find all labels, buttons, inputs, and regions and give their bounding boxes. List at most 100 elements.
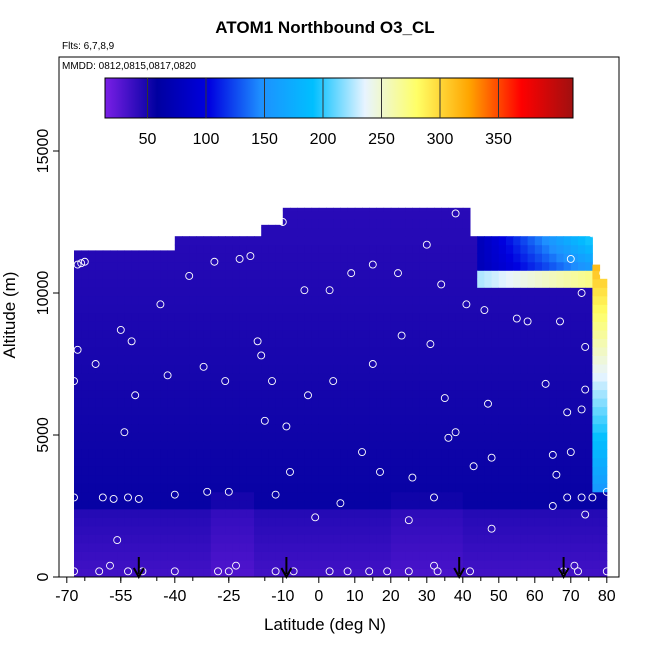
heatmap-cell <box>246 474 255 484</box>
heatmap-cell <box>246 457 255 467</box>
heatmap-cell <box>556 261 565 271</box>
heatmap-cell <box>146 329 154 339</box>
heatmap-cell <box>426 261 435 271</box>
heatmap-cell <box>405 381 413 391</box>
heatmap-cell <box>362 457 370 467</box>
heatmap-cell <box>131 364 140 374</box>
sample-point <box>203 487 212 496</box>
heatmap-cell <box>124 568 133 577</box>
heatmap-cell <box>563 321 572 331</box>
heatmap-cell <box>102 432 111 442</box>
heatmap-cell <box>520 253 529 263</box>
heatmap-cell <box>304 398 313 408</box>
heatmap-cell <box>246 466 255 476</box>
heatmap-cell <box>102 483 111 493</box>
heatmap-cell <box>441 415 449 425</box>
heatmap-cell <box>232 440 241 450</box>
heatmap-cell <box>412 236 421 246</box>
heatmap-cell <box>434 491 442 501</box>
heatmap-cell <box>369 525 377 535</box>
heatmap-cell <box>275 449 284 459</box>
heatmap-cell <box>362 517 370 527</box>
heatmap-cell <box>239 278 248 288</box>
heatmap-cell <box>304 227 313 237</box>
heatmap-cell <box>498 500 507 510</box>
heatmap-cell <box>434 381 442 391</box>
heatmap-cell <box>110 483 118 493</box>
heatmap-cell <box>563 517 572 527</box>
heatmap-cell <box>311 551 320 561</box>
heatmap-cell <box>297 500 305 510</box>
heatmap-cell <box>462 321 471 331</box>
heatmap-cell <box>542 355 550 365</box>
heatmap-cell <box>189 304 197 314</box>
heatmap-cell <box>225 432 233 442</box>
heatmap-cell <box>455 466 464 476</box>
heatmap-cell <box>282 474 291 484</box>
heatmap-cell <box>340 466 349 476</box>
heatmap-cell <box>326 466 334 476</box>
heatmap-cell <box>390 287 399 297</box>
heatmap-cell <box>570 236 579 246</box>
heatmap-cell <box>354 491 363 501</box>
heatmap-cell <box>110 525 118 535</box>
heatmap-cell <box>477 491 485 501</box>
heatmap-cell <box>326 312 334 322</box>
heatmap-cell <box>74 346 82 356</box>
heatmap-cell <box>318 491 327 501</box>
heatmap-cell <box>81 364 89 374</box>
x-tick-label: -70 <box>55 588 78 605</box>
sample-point <box>73 260 82 269</box>
heatmap-cell <box>448 364 457 374</box>
heatmap-cell <box>88 304 97 314</box>
heatmap-cell <box>182 372 190 382</box>
heatmap-cell <box>218 491 226 501</box>
heatmap-cell <box>196 346 205 356</box>
heatmap-cell <box>167 312 176 322</box>
heatmap-cell <box>556 457 565 467</box>
heatmap-cell <box>462 219 471 229</box>
heatmap-cell <box>354 551 363 561</box>
heatmap-cell <box>455 261 464 271</box>
heatmap-cell <box>448 278 457 288</box>
heatmap-cell <box>477 500 485 510</box>
heatmap-cell <box>275 542 284 552</box>
heatmap-cell <box>124 278 133 288</box>
heatmap-cell <box>311 364 320 374</box>
heatmap-cell <box>318 278 327 288</box>
heatmap-cell <box>189 440 197 450</box>
heatmap-cell <box>102 250 111 254</box>
heatmap-cell <box>311 500 320 510</box>
heatmap-cell <box>549 466 557 476</box>
heatmap-cell <box>347 551 356 561</box>
heatmap-cell <box>570 355 579 365</box>
heatmap-cell <box>520 406 529 416</box>
heatmap-cell <box>340 449 349 459</box>
heatmap-cell <box>570 398 579 408</box>
heatmap-cell <box>297 440 305 450</box>
heatmap-cell <box>578 287 586 297</box>
heatmap-cell <box>74 500 82 510</box>
heatmap-cell <box>254 287 262 297</box>
heatmap-cell <box>218 244 226 254</box>
heatmap-cell <box>81 568 89 577</box>
heatmap-cell <box>506 474 514 484</box>
heatmap-cell <box>225 278 233 288</box>
heatmap-cell <box>542 525 550 535</box>
heatmap-cell <box>210 508 219 518</box>
heatmap-cell <box>95 381 104 391</box>
heatmap-cell <box>542 440 550 450</box>
heatmap-cell <box>484 236 493 246</box>
heatmap-cell <box>232 295 241 305</box>
heatmap-cell <box>354 219 363 229</box>
heatmap-cell <box>599 534 608 544</box>
heatmap-cell <box>398 346 406 356</box>
heatmap-cell <box>578 312 586 322</box>
heatmap-cell <box>412 398 421 408</box>
heatmap-cell <box>376 534 385 544</box>
heatmap-cell <box>369 210 377 220</box>
heatmap-cell <box>398 415 406 425</box>
heatmap-cell <box>434 261 442 271</box>
heatmap-cell <box>138 295 147 305</box>
heatmap-cell <box>434 534 442 544</box>
